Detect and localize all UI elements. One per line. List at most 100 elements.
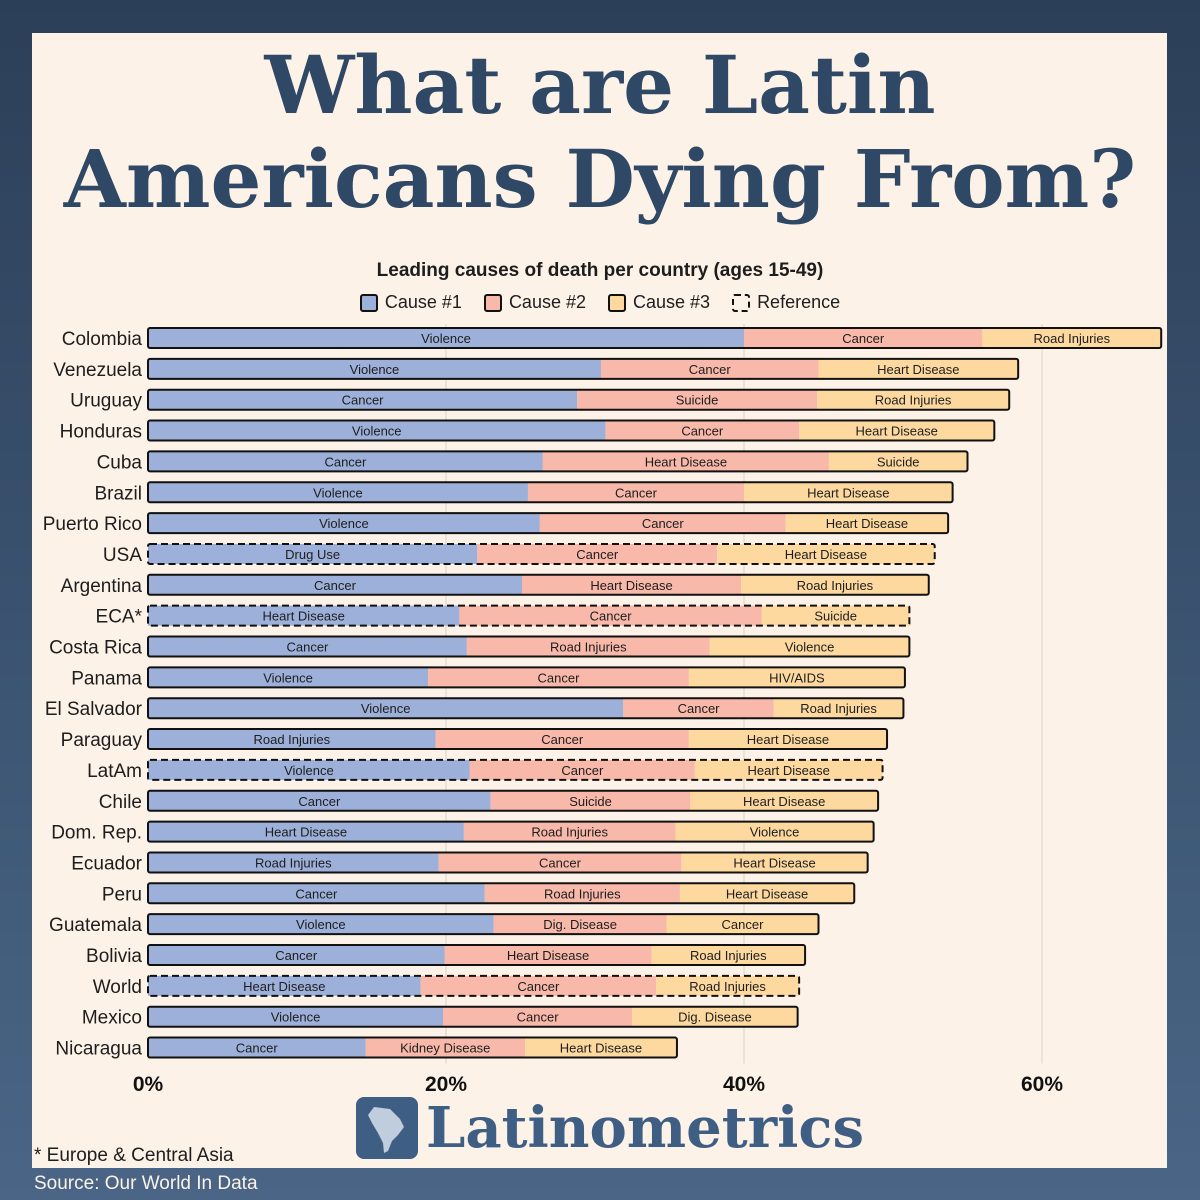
bar-segment-label: Road Injuries [797, 578, 874, 593]
bar-segment-label: Heart Disease [826, 516, 908, 531]
bar-segment [148, 543, 478, 564]
bar-segment-label: Heart Disease [265, 825, 347, 840]
bar-segment-label: Road Injuries [690, 948, 767, 963]
country-label: Honduras [60, 422, 142, 443]
bar-outline [147, 789, 880, 812]
country-label: World [93, 977, 142, 998]
bar-segment [469, 759, 695, 780]
brand-name: Latinometrics [426, 1095, 865, 1161]
bar-segment [681, 852, 868, 873]
bar-segment-label: Cancer [689, 362, 732, 377]
bar-segment [148, 358, 601, 379]
bar-segment [477, 543, 718, 564]
bar-segment-label: Heart Disease [747, 732, 829, 747]
bar-segment [577, 389, 818, 410]
bar-segment-label: Road Injuries [550, 640, 627, 655]
bar-segment-label: Violence [350, 362, 400, 377]
bar-segment-label: Suicide [814, 609, 857, 624]
bar-segment [539, 513, 786, 534]
x-tick-label: 60% [1021, 1073, 1063, 1096]
bar-segment-label: Cancer [561, 763, 604, 778]
bar-segment [148, 1006, 444, 1027]
bar-segment-label: Violence [361, 701, 411, 716]
bar-segment-label: Heart Disease [877, 362, 959, 377]
bar-segment-label: Heart Disease [743, 794, 825, 809]
bar-segment-label: Road Injuries [800, 701, 877, 716]
bar-segment [148, 420, 606, 441]
bar-outline [147, 512, 950, 535]
bar-segment [148, 883, 485, 904]
bar-segment [148, 945, 445, 965]
country-label: Peru [102, 884, 142, 905]
bar-outline [147, 851, 869, 874]
bar-segment [709, 636, 910, 657]
bar-segment [688, 667, 905, 688]
bar-segment-label: Cancer [642, 516, 685, 531]
bar-outline [147, 820, 875, 843]
bar-segment [428, 667, 689, 688]
country-label: Mexico [82, 1008, 142, 1029]
bar-segment [420, 975, 657, 996]
brand: Latinometrics [356, 1096, 864, 1160]
bar-segment-label: Road Injuries [255, 855, 332, 870]
bar-segment [761, 605, 910, 626]
bar-segment-label: Cancer [576, 547, 619, 562]
bar-segment-label: Violence [421, 331, 471, 346]
legend-swatch-reference [732, 293, 751, 312]
legend-label-cause-1: Cause #1 [384, 292, 462, 312]
bar-segment [666, 914, 819, 935]
bar-segment [148, 636, 467, 657]
bar-segment-label: Dig. Disease [678, 1010, 752, 1025]
country-label: Panama [71, 668, 142, 689]
bar-segment [744, 328, 983, 348]
bar-segment [623, 698, 774, 719]
bar-segment-label: Violence [263, 670, 313, 685]
bar-segment [459, 605, 762, 626]
bar-segment [148, 482, 528, 503]
bar-segment [148, 667, 429, 688]
bar-segment-label: Cancer [722, 917, 765, 932]
legend-item-reference: Reference [732, 292, 840, 313]
legend-label-cause-2: Cause #2 [508, 292, 586, 312]
bar-segment [741, 574, 929, 595]
country-label: ECA* [96, 607, 143, 628]
legend-item-cause-2: Cause #2 [483, 292, 586, 313]
bar-segment-label: Violence [284, 763, 334, 778]
bar-segment-label: Cancer [324, 454, 367, 469]
bar-segment [717, 543, 935, 564]
bar-outline [147, 388, 1011, 411]
bar-segment [785, 513, 949, 534]
legend-label-cause-3: Cause #3 [633, 292, 711, 312]
bar-segment-label: Violence [352, 424, 402, 439]
bar-segment-label: Cancer [236, 1041, 279, 1056]
bar-segment [148, 759, 470, 780]
bar-outline [147, 1005, 799, 1028]
legend-label-reference: Reference [757, 292, 841, 312]
reference-bar-outline [147, 542, 936, 565]
bar-segment [148, 1037, 366, 1058]
bar-segment [148, 513, 540, 534]
bar-segment-label: Suicide [569, 794, 612, 809]
bar-segment-label: Cancer [517, 1010, 560, 1025]
bar-segment-label: Suicide [676, 393, 719, 408]
x-tick-label: 40% [723, 1073, 765, 1096]
bar-segment [435, 729, 689, 750]
bar-outline [147, 666, 906, 689]
page-title: What are Latin Americans Dying From? [0, 38, 1200, 226]
bar-segment-label: Dig. Disease [543, 917, 617, 932]
footnote: * Europe & Central Asia [34, 1145, 234, 1166]
bar-segment-label: Road Injuries [875, 393, 952, 408]
country-label: Dom. Rep. [51, 823, 142, 844]
bar-outline [147, 481, 954, 504]
bar-segment [463, 821, 676, 842]
bar-segment-label: Road Injuries [689, 979, 766, 994]
bar-segment-label: Cancer [842, 331, 885, 346]
bar-segment-label: Cancer [298, 794, 341, 809]
bar-segment-label: Violence [785, 640, 835, 655]
bar-segment-label: Road Injuries [253, 732, 330, 747]
latin-america-map-icon [356, 1097, 418, 1159]
bar-segment [148, 852, 439, 873]
bar-outline [147, 913, 820, 936]
bar-segment-label: Road Injuries [544, 886, 621, 901]
bar-segment [744, 482, 953, 503]
